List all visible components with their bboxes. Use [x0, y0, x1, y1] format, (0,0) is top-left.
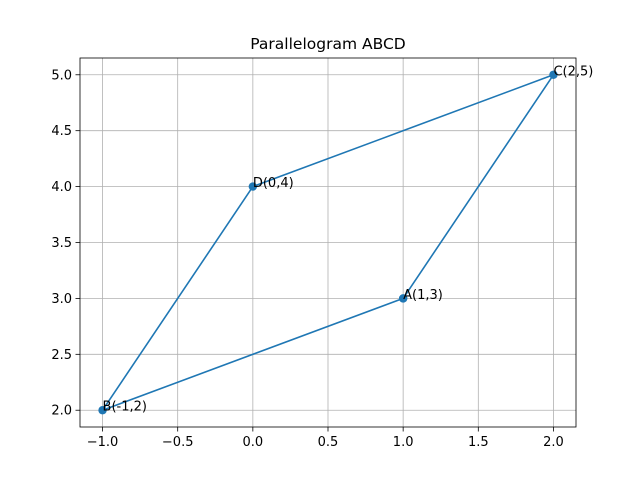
x-tick-label-0: −1.0: [87, 435, 119, 450]
point-label-3: D(0,4): [253, 176, 294, 191]
grid-lines: [80, 58, 576, 427]
x-tick-label-6: 2.0: [543, 435, 564, 450]
data-point-1: [98, 406, 107, 415]
series-layer: [98, 70, 558, 415]
y-tick-label-4: 4.0: [51, 180, 72, 195]
point-label-1: B(-1,2): [103, 400, 147, 415]
x-tick-label-3: 0.5: [318, 435, 339, 450]
x-tick-label-5: 1.5: [468, 435, 489, 450]
y-tick-label-1: 2.5: [51, 348, 72, 363]
point-label-2: C(2,5): [553, 64, 593, 79]
y-tick-label-2: 3.0: [51, 292, 72, 307]
y-tick-label-5: 4.5: [51, 124, 72, 139]
chart-title: Parallelogram ABCD: [250, 35, 405, 53]
data-point-2: [248, 182, 258, 191]
y-tick-label-6: 5.0: [51, 68, 72, 83]
x-tick-label-4: 1.0: [393, 435, 414, 450]
point-label-0: A(1,3): [403, 288, 443, 303]
annotation-layer: A(1,3) B(-1,2) C(2,5) D(0,4): [103, 64, 594, 414]
tick-layer: −1.0 −0.5 0.0 0.5 1.0 1.5 2.0 2.0 2.5 3.0 3.5 4.0 4.…: [51, 68, 563, 450]
data-point-3: [549, 70, 558, 79]
data-point-4: [398, 294, 408, 303]
y-tick-label-3: 3.5: [51, 236, 72, 251]
x-tick-label-2: 0.0: [243, 435, 264, 450]
y-tick-label-0: 2.0: [51, 404, 72, 419]
x-tick-label-1: −0.5: [162, 435, 194, 450]
